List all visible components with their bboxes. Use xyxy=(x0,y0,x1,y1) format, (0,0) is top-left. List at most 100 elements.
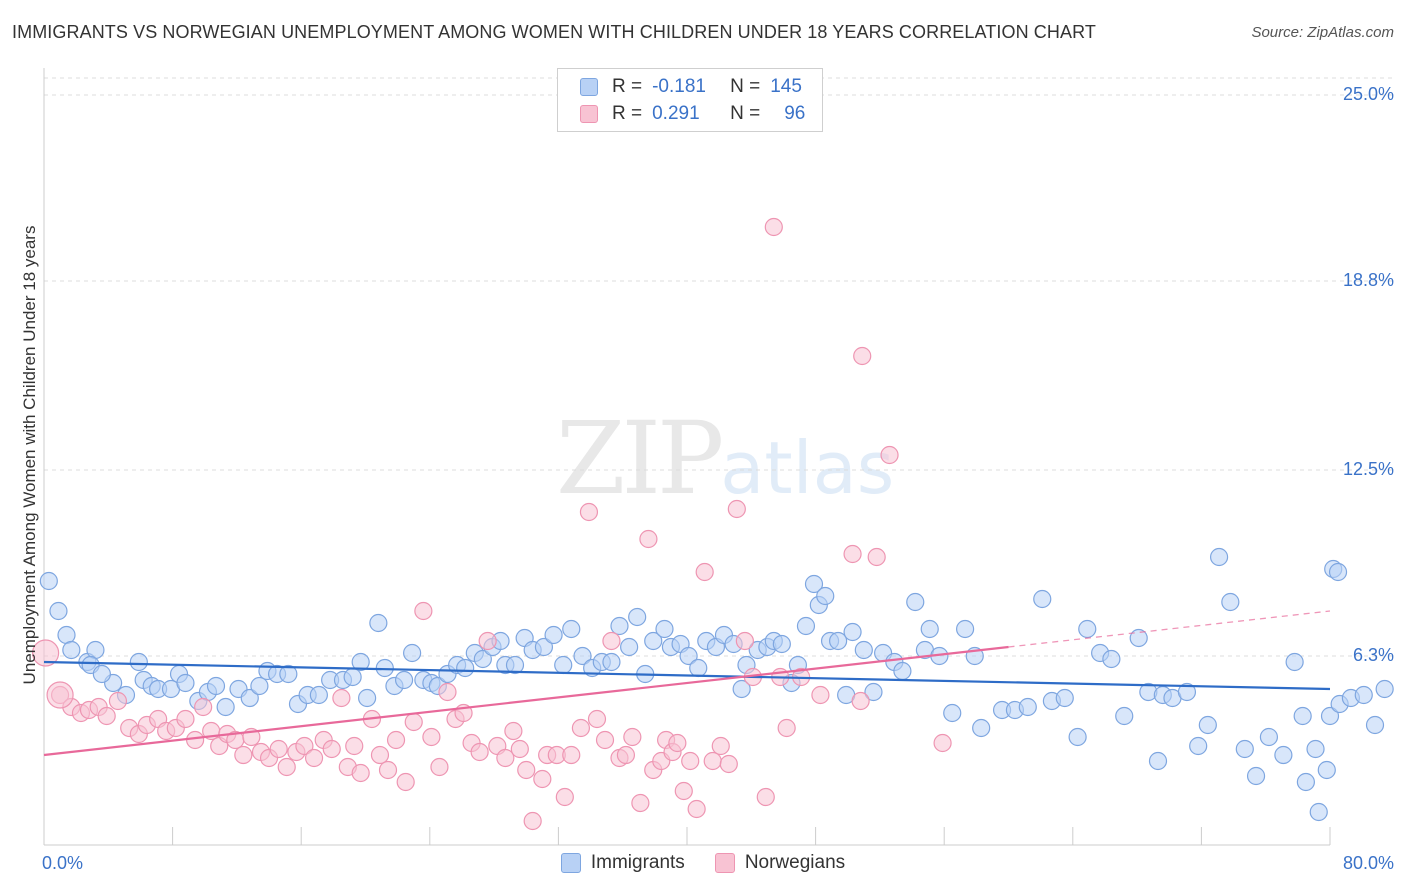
y-tick-label: 6.3% xyxy=(1352,645,1394,665)
immigrants-point xyxy=(1246,766,1266,786)
grid-lines xyxy=(44,77,1395,657)
trend-lines xyxy=(43,610,1331,757)
r-label: R = xyxy=(612,103,643,124)
immigrants-point xyxy=(804,574,824,594)
immigrants-point xyxy=(1296,772,1315,792)
immigrants-point xyxy=(732,679,751,699)
norwegians-point xyxy=(322,739,341,759)
norwegians-point xyxy=(295,736,314,756)
immigrants-point xyxy=(129,652,148,672)
immigrants-point xyxy=(250,676,269,696)
norwegians-point xyxy=(703,751,722,771)
norwegians-point xyxy=(304,748,324,768)
norwegians-point xyxy=(764,217,783,237)
norwegians-point xyxy=(504,721,523,741)
immigrants-point xyxy=(920,619,939,639)
norwegians-point xyxy=(108,691,128,711)
norwegians-point xyxy=(880,445,899,465)
watermark-zip: ZIP xyxy=(556,400,724,517)
norwegians-point xyxy=(517,760,536,780)
norwegians-point xyxy=(616,745,636,765)
immigrants-point xyxy=(1018,697,1037,717)
immigrants-point xyxy=(1148,751,1168,771)
norwegians-point xyxy=(562,745,581,765)
norwegians-point xyxy=(756,787,775,807)
immigrants-point xyxy=(176,673,195,693)
norwegians-point xyxy=(843,544,862,564)
norwegians-point xyxy=(571,718,591,738)
immigrants-point xyxy=(1317,760,1336,780)
norwegians-point xyxy=(496,748,515,768)
immigrants-point xyxy=(544,625,563,645)
legend-row-norwegians: R = 0.291 N = 96 xyxy=(580,102,805,126)
norwegians-point xyxy=(695,562,714,582)
norwegians-point xyxy=(555,787,574,807)
immigrants-point xyxy=(620,637,639,657)
norwegians-point xyxy=(533,769,552,789)
immigrants-point xyxy=(1375,679,1394,699)
series-legend: Immigrants Norwegians xyxy=(0,852,1406,874)
norwegians-point xyxy=(623,727,642,747)
immigrants-point xyxy=(1259,727,1279,747)
immigrants-point xyxy=(772,634,791,654)
x-tick-label-min: 0.0% xyxy=(42,853,84,873)
immigrants-point xyxy=(1209,547,1229,567)
immigrants-point xyxy=(1102,649,1121,669)
norwegians-point xyxy=(378,760,398,780)
norwegians-point xyxy=(269,739,288,759)
norwegians-point xyxy=(176,709,195,729)
norwegians-point xyxy=(470,742,489,762)
immigrants-point xyxy=(679,646,698,666)
norwegians-point xyxy=(422,727,441,747)
norwegians-point xyxy=(396,772,415,792)
immigrants-point xyxy=(57,625,76,645)
x-tick-label-max: 80.0% xyxy=(1342,853,1394,873)
legend-label-norwegians: Norwegians xyxy=(744,852,846,873)
immigrants-point xyxy=(1221,592,1240,612)
norwegians-point xyxy=(777,718,796,738)
immigrants-point xyxy=(92,664,111,684)
immigrants-point xyxy=(1320,706,1340,726)
immigrants-point xyxy=(216,697,235,717)
immigrants-point xyxy=(279,664,298,684)
norwegians-point xyxy=(587,709,607,729)
norwegians-point xyxy=(727,499,746,519)
immigrants-point xyxy=(906,592,925,612)
norwegians-trend-line xyxy=(43,645,1009,757)
immigrants-point xyxy=(554,655,573,675)
norwegians-point xyxy=(97,706,116,726)
immigrants-point xyxy=(351,652,370,672)
source-label: Source: ZipAtlas.com xyxy=(1251,24,1394,41)
norwegians-point xyxy=(674,781,693,801)
norwegians-point xyxy=(719,754,738,774)
immigrants-point xyxy=(1055,688,1074,708)
norwegians-point xyxy=(404,712,423,732)
immigrants-point xyxy=(1177,682,1197,702)
immigrants-point xyxy=(972,718,991,738)
immigrants-point xyxy=(49,601,68,621)
immigrants-point xyxy=(309,685,328,705)
immigrants-points xyxy=(39,547,1394,822)
norwegians-point xyxy=(687,799,706,819)
immigrants-point xyxy=(816,586,835,606)
immigrants-point xyxy=(796,616,816,636)
immigrants-point xyxy=(829,631,848,651)
immigrants-point xyxy=(955,619,975,639)
immigrants-trend-line xyxy=(43,660,1331,691)
norwegians-swatch xyxy=(580,105,598,123)
immigrants-point xyxy=(1306,739,1325,759)
norwegians-points xyxy=(32,217,952,831)
norwegians-point xyxy=(194,697,213,717)
norwegians-point xyxy=(853,346,872,366)
chart-title: IMMIGRANTS VS NORWEGIAN UNEMPLOYMENT AMO… xyxy=(12,22,1096,42)
immigrants-point xyxy=(1198,715,1217,735)
immigrants-point xyxy=(86,640,105,660)
y-tick-label: 25.0% xyxy=(1342,84,1394,104)
immigrants-point xyxy=(864,682,883,702)
immigrants-point xyxy=(505,655,525,675)
immigrants-point xyxy=(62,640,81,660)
immigrants-point xyxy=(403,643,422,663)
legend-item-immigrants: Immigrants xyxy=(560,852,685,874)
y-axis-label: Unemployment Among Women with Children U… xyxy=(20,225,39,685)
